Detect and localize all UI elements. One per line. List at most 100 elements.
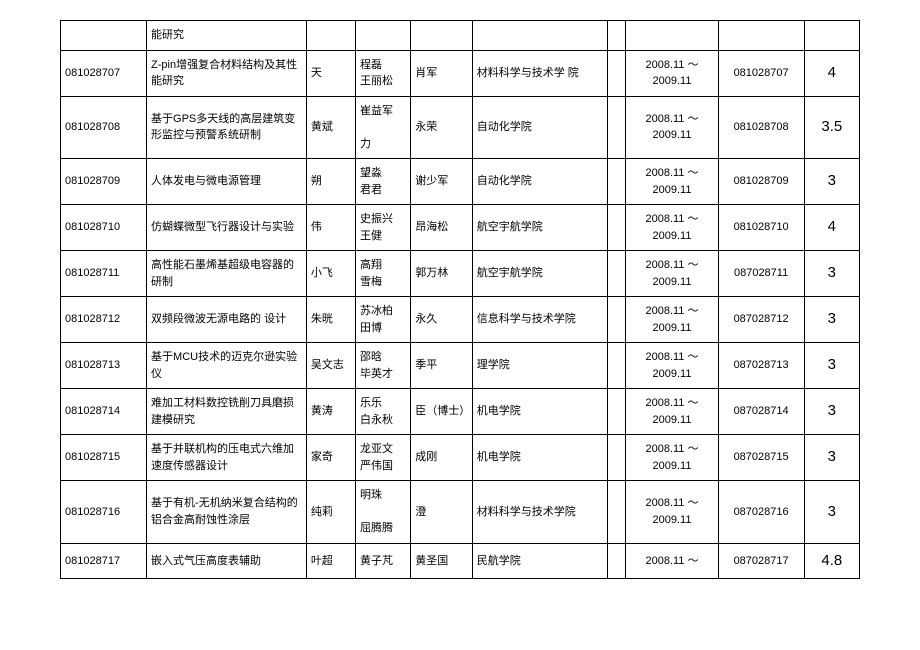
cell-score xyxy=(804,21,859,51)
cell-name3: 永久 xyxy=(411,297,472,343)
cell-id2: 081028710 xyxy=(718,205,804,251)
cell-name1: 朔 xyxy=(306,159,355,205)
cell-name3: 澄 xyxy=(411,481,472,544)
cell-date: 2008.11 ～2009.11 xyxy=(626,343,718,389)
cell-name1: 天 xyxy=(306,50,355,96)
cell-id: 081028716 xyxy=(61,481,147,544)
cell-dept: 材料科学与技术学 院 xyxy=(472,50,607,96)
cell-name3: 季平 xyxy=(411,343,472,389)
cell-id2: 081028707 xyxy=(718,50,804,96)
cell-dept: 机电学院 xyxy=(472,435,607,481)
table-row: 081028715基于并联机构的压电式六维加速度传感器设计家奇龙亚文严伟国成刚机… xyxy=(61,435,860,481)
cell-name1: 小飞 xyxy=(306,251,355,297)
cell-title: 嵌入式气压高度表辅助 xyxy=(147,543,307,579)
cell-name1: 黄斌 xyxy=(306,96,355,159)
cell-name2: 崔益军力 xyxy=(355,96,410,159)
cell-id2 xyxy=(718,21,804,51)
cell-title: 双频段微波无源电路的 设计 xyxy=(147,297,307,343)
cell-id2: 087028715 xyxy=(718,435,804,481)
cell-name3: 郭万林 xyxy=(411,251,472,297)
table-row: 081028713基于MCU技术的迈克尔逊实验仪吴文志邵晗毕英才季平理学院 200… xyxy=(61,343,860,389)
cell-name3: 昂海松 xyxy=(411,205,472,251)
table-row: 081028717嵌入式气压高度表辅助叶超黄子芃黄圣国民航学院2008.11 ～… xyxy=(61,543,860,579)
cell-score: 3.5 xyxy=(804,96,859,159)
cell-title: 人体发电与微电源管理 xyxy=(147,159,307,205)
cell-title: 仿蝴蝶微型飞行器设计与实验 xyxy=(147,205,307,251)
cell-title: 基于有机-无机纳米复合结构的铝合金高耐蚀性涂层 xyxy=(147,481,307,544)
cell-title: 基于MCU技术的迈克尔逊实验仪 xyxy=(147,343,307,389)
cell-id2: 087028714 xyxy=(718,389,804,435)
cell-id: 081028717 xyxy=(61,543,147,579)
cell-date: 2008.11 ～ xyxy=(626,543,718,579)
cell-date xyxy=(626,21,718,51)
cell-dept: 航空宇航学院 xyxy=(472,205,607,251)
cell-date: 2008.11 ～2009.11 xyxy=(626,50,718,96)
cell-blank xyxy=(607,389,625,435)
table-row: 081028712双频段微波无源电路的 设计朱晄苏冰柏田博永久信息科学与技术学院… xyxy=(61,297,860,343)
cell-title: 基于GPS多天线的高层建筑变形监控与预警系统研制 xyxy=(147,96,307,159)
cell-date: 2008.11 ～2009.11 xyxy=(626,435,718,481)
cell-id: 081028713 xyxy=(61,343,147,389)
cell-id: 081028711 xyxy=(61,251,147,297)
cell-name2: 邵晗毕英才 xyxy=(355,343,410,389)
table-row: 081028708 基于GPS多天线的高层建筑变形监控与预警系统研制黄斌崔益军力永… xyxy=(61,96,860,159)
cell-name1: 吴文志 xyxy=(306,343,355,389)
cell-title: 高性能石墨烯基超级电容器的研制 xyxy=(147,251,307,297)
cell-blank xyxy=(607,21,625,51)
cell-score: 3 xyxy=(804,435,859,481)
cell-name1: 朱晄 xyxy=(306,297,355,343)
cell-dept: 机电学院 xyxy=(472,389,607,435)
cell-dept: 材料科学与技术学院 xyxy=(472,481,607,544)
cell-blank xyxy=(607,205,625,251)
cell-id2: 087028713 xyxy=(718,343,804,389)
cell-name1: 伟 xyxy=(306,205,355,251)
cell-date: 2008.11 ～2009.11 xyxy=(626,297,718,343)
table-row: 081028714难加工材料数控铣削刀具磨损建模研究黄涛乐乐白永秋臣（博士）机电… xyxy=(61,389,860,435)
cell-id2: 087028717 xyxy=(718,543,804,579)
cell-name2: 龙亚文严伟国 xyxy=(355,435,410,481)
cell-id: 081028715 xyxy=(61,435,147,481)
cell-score: 3 xyxy=(804,389,859,435)
table-row: 081028707Z-pin增强复合材料结构及其性能研究天程磊王丽松肖军材料科学… xyxy=(61,50,860,96)
cell-name3: 臣（博士） xyxy=(411,389,472,435)
cell-id: 081028712 xyxy=(61,297,147,343)
cell-blank xyxy=(607,297,625,343)
cell-score: 4 xyxy=(804,205,859,251)
data-table: 能研究081028707Z-pin增强复合材料结构及其性能研究天程磊王丽松肖军材… xyxy=(60,20,860,579)
cell-dept: 信息科学与技术学院 xyxy=(472,297,607,343)
table-row: 能研究 xyxy=(61,21,860,51)
cell-name2: 史振兴王健 xyxy=(355,205,410,251)
cell-date: 2008.11 ～2009.11 xyxy=(626,251,718,297)
cell-name1: 叶超 xyxy=(306,543,355,579)
cell-blank xyxy=(607,50,625,96)
cell-name1: 黄涛 xyxy=(306,389,355,435)
cell-dept: 理学院 xyxy=(472,343,607,389)
cell-name3: 谢少军 xyxy=(411,159,472,205)
cell-id: 081028710 xyxy=(61,205,147,251)
cell-name3 xyxy=(411,21,472,51)
cell-name2 xyxy=(355,21,410,51)
cell-title: 基于并联机构的压电式六维加速度传感器设计 xyxy=(147,435,307,481)
cell-id2: 081028709 xyxy=(718,159,804,205)
page-container: 能研究081028707Z-pin增强复合材料结构及其性能研究天程磊王丽松肖军材… xyxy=(0,0,920,650)
cell-score: 3 xyxy=(804,251,859,297)
cell-name2: 望淼君君 xyxy=(355,159,410,205)
cell-score: 3 xyxy=(804,343,859,389)
cell-id xyxy=(61,21,147,51)
cell-title: 难加工材料数控铣削刀具磨损建模研究 xyxy=(147,389,307,435)
table-body: 能研究081028707Z-pin增强复合材料结构及其性能研究天程磊王丽松肖军材… xyxy=(61,21,860,579)
cell-name3: 永荣 xyxy=(411,96,472,159)
cell-name2: 黄子芃 xyxy=(355,543,410,579)
cell-score: 4 xyxy=(804,50,859,96)
cell-name2: 高翔雪梅 xyxy=(355,251,410,297)
cell-blank xyxy=(607,481,625,544)
cell-id2: 087028711 xyxy=(718,251,804,297)
cell-blank xyxy=(607,251,625,297)
cell-score: 3 xyxy=(804,159,859,205)
cell-date: 2008.11 ～2009.11 xyxy=(626,481,718,544)
cell-score: 4.8 xyxy=(804,543,859,579)
cell-name1: 纯莉 xyxy=(306,481,355,544)
cell-id2: 081028708 xyxy=(718,96,804,159)
cell-name2: 乐乐白永秋 xyxy=(355,389,410,435)
cell-date: 2008.11 ～2009.11 xyxy=(626,96,718,159)
